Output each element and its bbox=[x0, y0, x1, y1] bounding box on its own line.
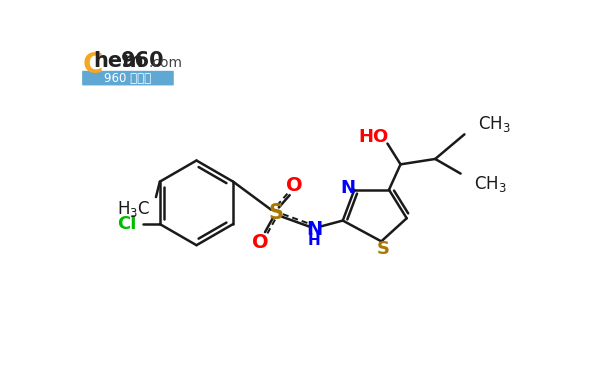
Text: H$_3$C: H$_3$C bbox=[117, 200, 151, 219]
Text: S: S bbox=[268, 203, 283, 223]
Text: HO: HO bbox=[358, 128, 388, 146]
Text: CH$_3$: CH$_3$ bbox=[474, 174, 506, 194]
Text: O: O bbox=[286, 176, 302, 195]
Text: 960 化工网: 960 化工网 bbox=[105, 72, 151, 86]
FancyBboxPatch shape bbox=[82, 71, 174, 86]
Text: H: H bbox=[308, 233, 321, 248]
Text: hem: hem bbox=[93, 51, 144, 71]
Text: C: C bbox=[82, 51, 103, 79]
Text: S: S bbox=[376, 240, 390, 258]
Text: N: N bbox=[306, 220, 322, 239]
Text: N: N bbox=[341, 179, 356, 197]
Text: 960: 960 bbox=[121, 51, 165, 71]
Text: Cl: Cl bbox=[117, 215, 137, 233]
Text: O: O bbox=[252, 232, 269, 252]
Text: .com: .com bbox=[149, 57, 183, 70]
Text: CH$_3$: CH$_3$ bbox=[477, 114, 510, 134]
